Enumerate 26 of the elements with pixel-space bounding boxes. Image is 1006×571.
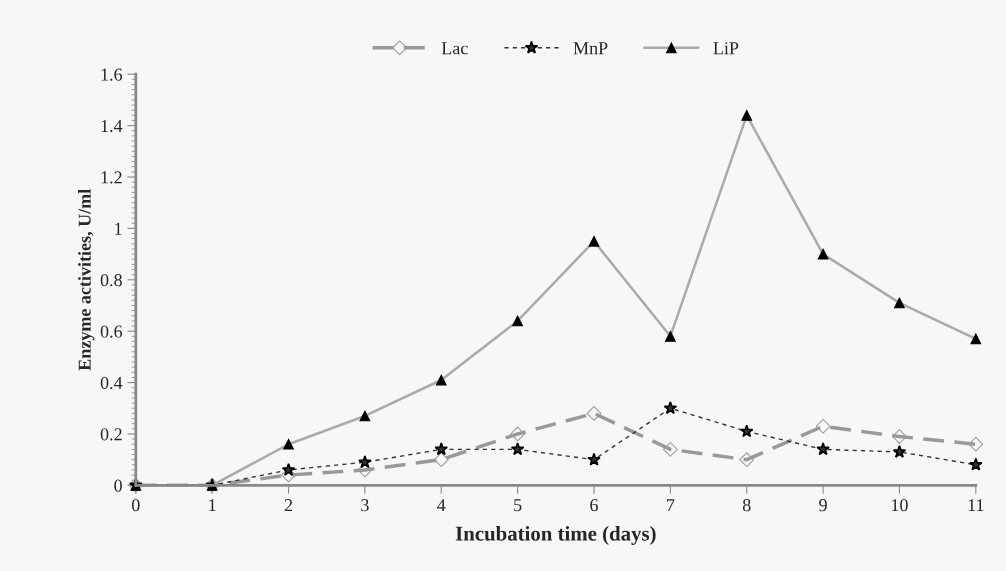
y-tick-label: 1.2 bbox=[101, 171, 122, 184]
x-tick-label: 6 bbox=[590, 499, 598, 512]
y-axis-title: Enzyme activities, U/ml bbox=[78, 189, 95, 371]
y-tick-label: 0.4 bbox=[100, 376, 123, 390]
legend-label: LiP bbox=[713, 42, 739, 55]
y-tick-label: 0 bbox=[114, 479, 122, 492]
y-tick-label: 0.8 bbox=[100, 274, 122, 287]
x-axis-title: Incubation time (days) bbox=[455, 526, 656, 545]
x-tick-label: 3 bbox=[361, 499, 369, 512]
x-tick-label: 7 bbox=[667, 499, 675, 512]
legend-label: Lac bbox=[441, 42, 468, 55]
y-tick-label: 0.2 bbox=[100, 428, 122, 441]
x-tick-label: 11 bbox=[968, 499, 984, 512]
y-tick-label: 1.6 bbox=[101, 68, 123, 81]
x-tick-label: 9 bbox=[819, 499, 827, 512]
legend-label: MnP bbox=[573, 42, 608, 55]
x-tick-label: 1 bbox=[209, 499, 216, 512]
x-tick-label: 2 bbox=[284, 499, 293, 512]
y-tick-label: 1 bbox=[115, 222, 122, 235]
x-tick-label: 0 bbox=[131, 499, 140, 512]
x-tick-label: 10 bbox=[892, 499, 908, 512]
y-tick-label: 1.4 bbox=[101, 119, 123, 133]
x-tick-label: 5 bbox=[514, 499, 522, 512]
x-tick-label: 8 bbox=[742, 499, 751, 512]
y-tick-label: 0.6 bbox=[100, 325, 123, 338]
x-tick-label: 4 bbox=[437, 499, 446, 512]
